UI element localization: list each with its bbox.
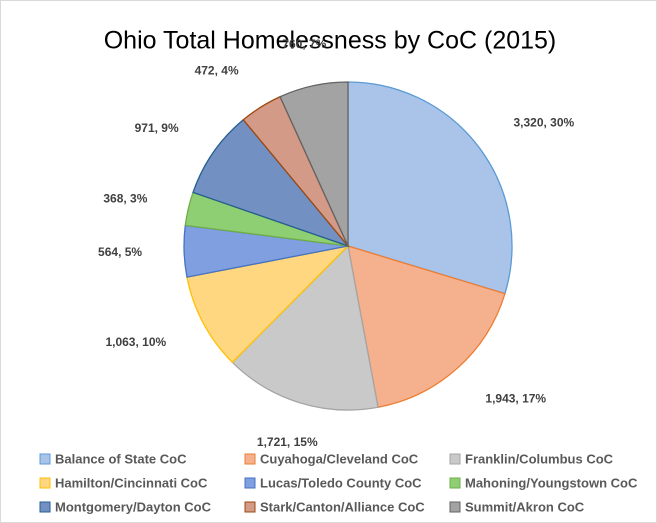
legend-label: Lucas/Toledo County CoC: [260, 475, 422, 490]
pie-slice: [231, 244, 379, 411]
legend-label: Summit/Akron CoC: [465, 499, 585, 514]
chart-title: Ohio Total Homelessness by CoC (2015): [104, 27, 557, 55]
legend-swatch: [39, 477, 51, 489]
legend-swatch: [449, 453, 461, 465]
data-label: 3,320, 30%: [513, 115, 574, 129]
data-label: 1,721, 15%: [257, 435, 318, 449]
data-label: 564, 5%: [98, 245, 142, 259]
legend-swatch: [244, 501, 256, 513]
pie-slice: [192, 118, 350, 248]
legend-label: Franklin/Columbus CoC: [465, 451, 614, 466]
data-label: 368, 3%: [103, 191, 147, 205]
legend-swatch: [244, 453, 256, 465]
legend-swatch: [449, 501, 461, 513]
pie-slice: [186, 244, 350, 364]
data-label: 971, 9%: [135, 121, 179, 135]
data-label: 760, 7%: [282, 37, 326, 51]
legend-label: Hamilton/Cincinnati CoC: [55, 475, 208, 490]
data-label: 1,943, 17%: [485, 392, 546, 406]
legend-swatch: [39, 453, 51, 465]
legend-label: Balance of State CoC: [55, 451, 187, 466]
data-label: 1,063, 10%: [105, 335, 166, 349]
legend-label: Stark/Canton/Alliance CoC: [260, 499, 425, 514]
pie-slice: [347, 245, 506, 408]
legend-label: Mahoning/Youngstown CoC: [465, 475, 638, 490]
legend-label: Cuyahoga/Cleveland CoC: [260, 451, 419, 466]
legend-swatch: [39, 501, 51, 513]
legend-swatch: [449, 477, 461, 489]
legend-label: Montgomery/Dayton CoC: [55, 499, 212, 514]
pie-slice: [279, 81, 349, 247]
pie-slice: [347, 81, 513, 295]
data-label: 472, 4%: [195, 64, 239, 78]
legend-swatch: [244, 477, 256, 489]
